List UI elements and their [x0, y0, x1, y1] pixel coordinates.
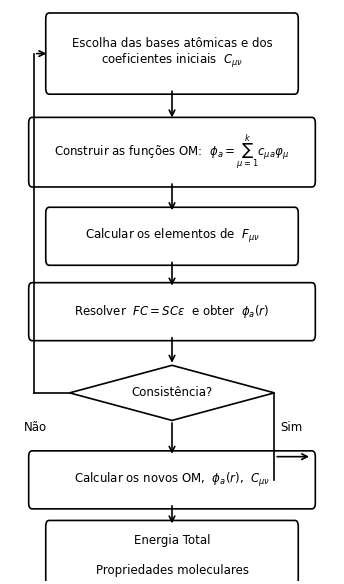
Text: Resolver  $FC = SC\varepsilon$  e obter  $\phi_a\left(r\right)$: Resolver $FC = SC\varepsilon$ e obter $\…: [74, 303, 270, 320]
FancyBboxPatch shape: [29, 117, 315, 187]
Text: Calcular os novos OM,  $\phi_a\left(r\right)$,  $C_{\mu\nu}$: Calcular os novos OM, $\phi_a\left(r\rig…: [74, 471, 270, 489]
Text: Construir as funções OM:  $\phi_a = \sum_{\mu=1}^{k} c_{\mu a}\varphi_{\mu}$: Construir as funções OM: $\phi_a = \sum_…: [54, 133, 290, 172]
Polygon shape: [69, 366, 275, 420]
FancyBboxPatch shape: [46, 207, 298, 265]
FancyBboxPatch shape: [46, 520, 298, 584]
Text: Energia Total

Propriedades moleculares: Energia Total Propriedades moleculares: [96, 534, 248, 577]
Text: Não: Não: [24, 421, 47, 434]
FancyBboxPatch shape: [46, 13, 298, 94]
Text: Sim: Sim: [280, 421, 303, 434]
FancyBboxPatch shape: [29, 451, 315, 509]
Text: Consistência?: Consistência?: [131, 387, 213, 399]
FancyBboxPatch shape: [29, 283, 315, 340]
Text: Escolha das bases atômicas e dos
coeficientes iniciais  $C_{\mu\nu}$: Escolha das bases atômicas e dos coefici…: [72, 37, 272, 70]
Text: Calcular os elementos de  $F_{\mu\nu}$: Calcular os elementos de $F_{\mu\nu}$: [85, 227, 259, 245]
